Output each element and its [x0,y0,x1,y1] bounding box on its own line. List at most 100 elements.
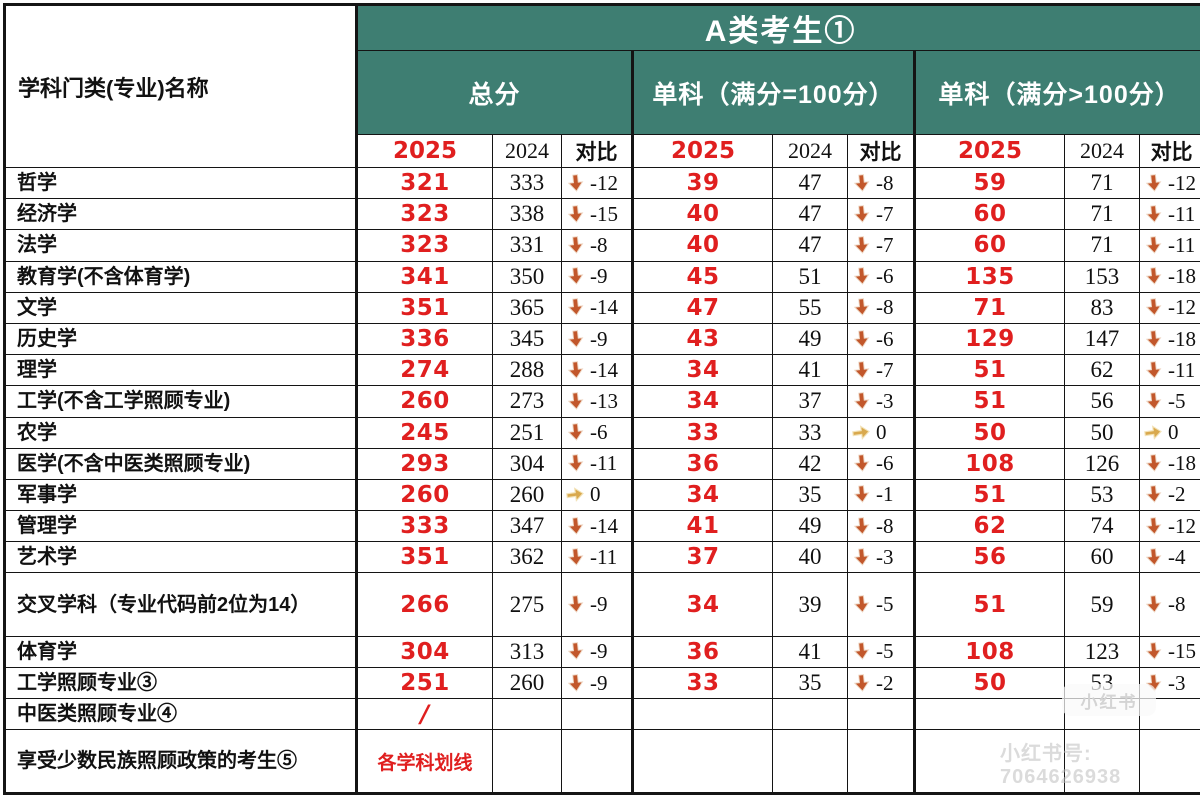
diff-value: -3 [876,544,894,569]
corner-header: 学科门类(专业)名称 [4,4,357,168]
subject-name: 理学 [4,354,357,387]
diff-cell [1138,729,1200,794]
score-2025: 36 [631,635,773,669]
down-arrow-icon [852,329,871,349]
diff-cell: -11 [1138,198,1200,231]
diff-cell: -8 [847,510,915,543]
down-arrow-icon [852,548,871,567]
diff-value: -2 [1168,482,1186,507]
diff-cell [561,698,633,731]
subject-name: 经济学 [4,198,357,231]
score-2025: 59 [913,166,1065,200]
down-arrow-icon [1144,642,1163,661]
down-arrow-icon [852,236,871,255]
score-2025: 304 [355,635,493,669]
group-header-single-eq100: 单科（满分=100分） [631,50,915,135]
subject-name: 享受少数民族照顾政策的考生⑤ [4,729,357,794]
subject-name: 中医类照顾专业④ [4,698,357,731]
diff-cell: 0 [1138,416,1200,449]
score-2024: 71 [1064,229,1140,262]
diff-cell: -3 [847,541,915,574]
diff-cell: -6 [847,260,915,293]
score-2025: 135 [913,260,1065,293]
score-2025: 51 [913,572,1065,637]
down-arrow-icon [566,516,585,536]
subject-name: 体育学 [4,635,357,669]
down-arrow-icon [852,298,871,317]
table-row: 工学照顾专业③ 251 260 -9 33 35 -2 50 53 -3 [4,667,1200,700]
table-row: 经济学 323 338 -15 40 47 -7 60 71 -11 [4,198,1200,231]
diff-value: -9 [590,326,608,351]
score-2025: 260 [355,478,493,512]
score-2025: 41 [631,510,773,543]
diff-cell: -6 [847,447,915,480]
score-2024: 56 [1064,385,1140,418]
diff-value: -11 [1168,232,1196,257]
year-2025-header: 2025 [913,134,1065,168]
subject-name: 艺术学 [4,541,357,574]
down-arrow-icon [566,173,585,193]
diff-cell: -7 [847,229,915,262]
table-row: 历史学 336 345 -9 43 49 -6 129 147 -18 [4,322,1200,356]
score-2024: 37 [772,385,848,418]
score-2024: 338 [492,198,562,231]
diff-value: -5 [1168,388,1186,413]
score-2024: 260 [492,667,562,700]
diff-value: -11 [590,451,618,476]
score-2025: 321 [355,166,493,200]
score-2024: 53 [1064,667,1140,700]
down-arrow-icon [1144,392,1163,411]
subject-name: 交叉学科（专业代码前2位为14） [4,572,357,637]
diff-value: -4 [1168,544,1186,569]
score-2024: 60 [1064,541,1140,574]
diff-value: -11 [590,544,618,569]
subject-name: 军事学 [4,478,357,512]
table-row: 管理学 333 347 -14 41 49 -8 62 74 -12 [4,510,1200,543]
diff-cell: -9 [561,667,633,700]
year-2024-header: 2024 [492,134,562,168]
subject-name: 农学 [4,416,357,449]
score-2024: 49 [772,510,848,543]
score-2025: 50 [913,667,1065,700]
diff-cell: -18 [1138,260,1200,293]
score-2025: 62 [913,510,1065,543]
down-arrow-icon [566,595,585,614]
score-2024: 275 [492,572,562,637]
score-2025: 108 [913,635,1065,669]
diff-value: -3 [876,388,894,413]
diff-cell [847,729,915,794]
diff-cell: -2 [847,667,915,700]
score-2025: 各学科划线 [355,729,493,794]
diff-cell: 0 [561,478,633,512]
diff-value: 0 [1168,420,1179,445]
down-arrow-icon [1144,548,1163,567]
diff-value: -3 [1168,670,1186,695]
diff-cell: -11 [561,447,633,480]
score-2024: 35 [772,667,848,700]
diff-cell: -12 [1138,166,1200,200]
diff-cell: -15 [561,198,633,231]
score-2024: 251 [492,416,562,449]
score-2024: 304 [492,447,562,480]
down-arrow-icon [852,485,871,504]
down-arrow-icon [1144,236,1163,255]
scores-table: 学科门类(专业)名称 A类考生① 总分 单科（满分=100分） 单科（满分>10… [3,3,1200,795]
table-row: 艺术学 351 362 -11 37 40 -3 56 60 -4 [4,541,1200,574]
score-2024: 71 [1064,166,1140,200]
diff-value: -18 [1168,326,1196,351]
diff-value: -7 [876,201,894,226]
diff-value: -14 [590,357,618,382]
down-arrow-icon [566,673,585,693]
diff-cell: 0 [847,416,915,449]
diff-cell: -9 [561,635,633,669]
score-2025: 60 [913,229,1065,262]
score-2024: 83 [1064,291,1140,324]
diff-value: -15 [590,201,618,226]
title-row: 学科门类(专业)名称 A类考生① [4,4,1200,168]
score-2025 [913,698,1065,731]
score-2025: 60 [913,198,1065,231]
diff-value: -8 [590,232,608,257]
diff-cell: -2 [1138,478,1200,512]
score-2024: 35 [772,478,848,512]
diff-cell: -12 [1138,510,1200,543]
